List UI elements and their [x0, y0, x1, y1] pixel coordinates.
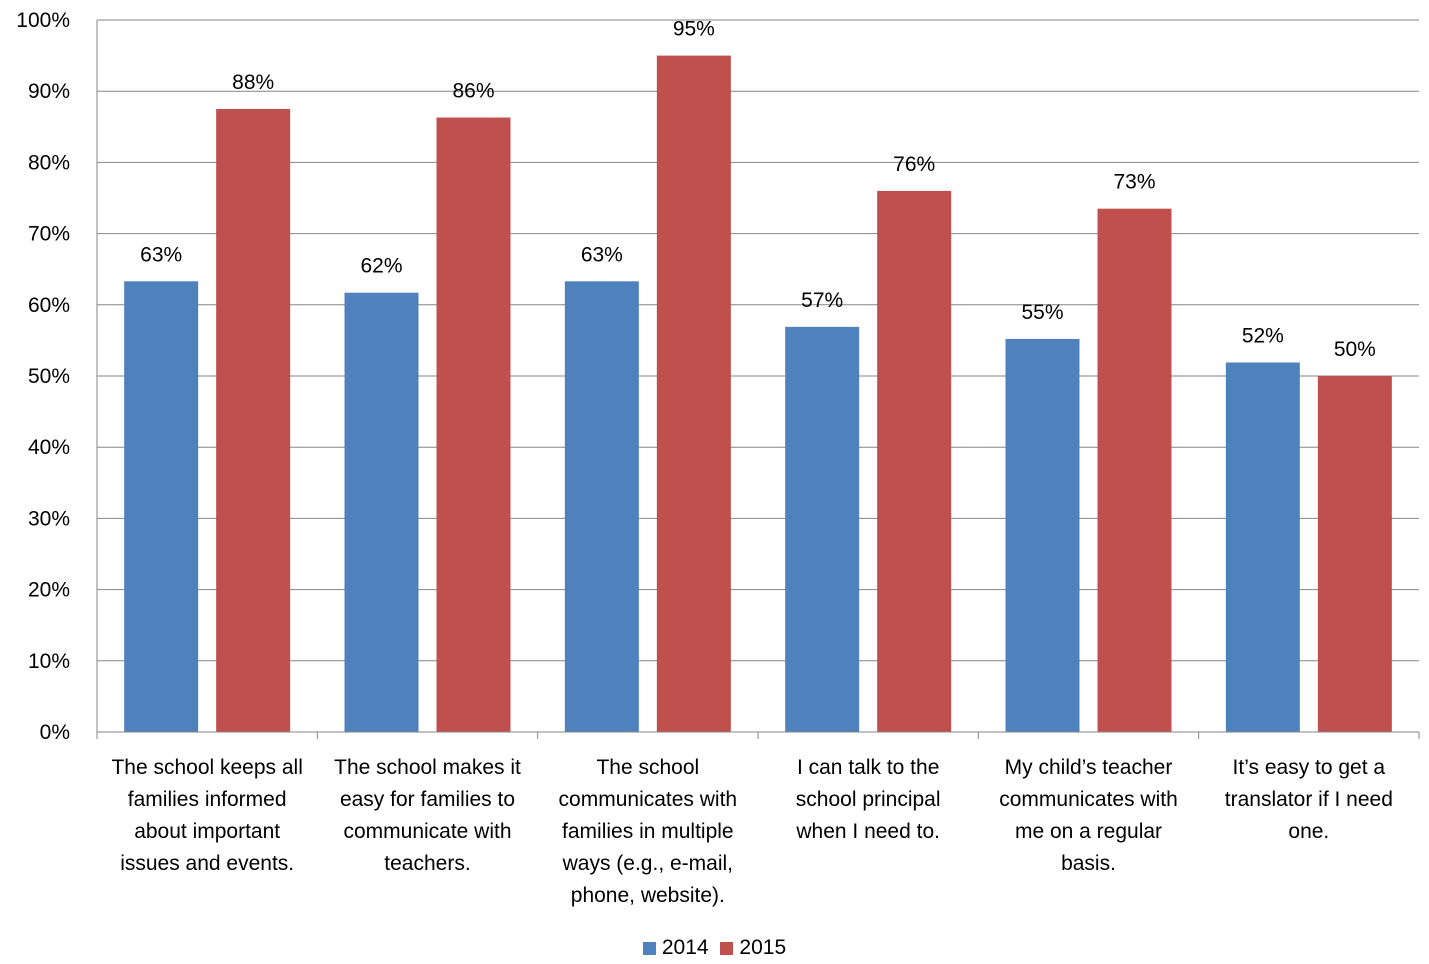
bar-2015 [1097, 208, 1172, 732]
y-tick-label: 60% [28, 294, 70, 317]
y-tick-label: 0% [40, 721, 70, 744]
data-label-2014: 57% [801, 289, 843, 312]
bar-2015 [216, 109, 291, 732]
bar-2015 [1317, 376, 1392, 732]
x-axis [96, 20, 1420, 739]
legend-swatch-2015 [720, 941, 734, 955]
data-label-2014: 55% [1021, 301, 1063, 324]
y-tick-label: 90% [28, 80, 70, 103]
bar-2014 [344, 292, 419, 732]
data-label-2014: 52% [1242, 324, 1284, 347]
category-label: The school keeps all families informed abo… [111, 756, 302, 875]
bars [124, 55, 1392, 733]
y-tick-label: 20% [28, 579, 70, 602]
legend-item-2014: 2014 [642, 936, 709, 960]
category-label: The school makes it easy for families to c… [334, 756, 521, 875]
legend-label-2015: 2015 [739, 936, 787, 959]
data-label-2015: 88% [232, 71, 274, 94]
legend: 2014 2015 [0, 936, 1429, 961]
y-tick-label: 100% [16, 9, 70, 32]
data-label-2015: 50% [1334, 338, 1376, 361]
data-label-2014: 62% [360, 255, 402, 278]
category-label: It’s easy to get a translator if I need on… [1225, 756, 1393, 843]
data-label-2014: 63% [581, 243, 623, 266]
legend-swatch-2014 [642, 941, 656, 955]
y-tick-label: 70% [28, 223, 70, 246]
data-label-2015: 73% [1113, 171, 1155, 194]
bar-2015 [877, 190, 952, 732]
category-label: I can talk to the school principal when I … [795, 756, 940, 843]
data-label-2015: 86% [452, 80, 494, 103]
bar-2014 [785, 326, 860, 732]
bar-2015 [436, 117, 511, 732]
data-label-2015: 95% [673, 18, 715, 41]
data-label-2014: 63% [140, 243, 182, 266]
y-tick-label: 80% [28, 151, 70, 174]
y-tick-label: 50% [28, 365, 70, 388]
data-labels: 63% 88% 62% 86% 63% 95% 57% 76% 55% 73% 52% 50% [140, 18, 1376, 361]
bar-2015 [656, 55, 731, 733]
gridlines [97, 19, 1419, 662]
y-tick-label: 10% [28, 650, 70, 673]
bar-2014 [124, 281, 199, 732]
bar-2014 [564, 281, 639, 732]
data-label-2015: 76% [893, 153, 935, 176]
category-label: My child’s teacher communicates with me on… [999, 756, 1178, 875]
legend-item-2015: 2015 [720, 936, 786, 960]
bar-2014 [1225, 362, 1300, 732]
y-tick-label: 30% [28, 507, 70, 530]
y-axis-tick-labels: 0% 10% 20% 30% 40% 50% 60% 70% 80% 90% 100% [16, 9, 70, 744]
category-label: The school communicates with families in m… [559, 756, 738, 907]
category-labels: The school keeps all families informed abo… [111, 756, 1392, 907]
y-tick-label: 40% [28, 436, 70, 459]
legend-label-2014: 2014 [661, 936, 709, 959]
bar-2014 [1005, 338, 1080, 732]
